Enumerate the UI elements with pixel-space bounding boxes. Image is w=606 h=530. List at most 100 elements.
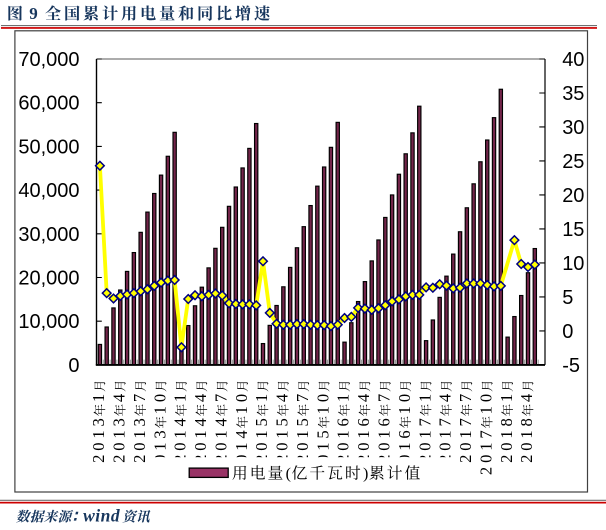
svg-text:1: 1 (334, 430, 353, 438)
svg-text:7: 7 (436, 418, 455, 426)
svg-text:7: 7 (211, 394, 230, 402)
svg-text:4: 4 (171, 417, 190, 426)
svg-text:7: 7 (415, 418, 434, 426)
svg-text:10: 10 (562, 253, 584, 275)
svg-text:3: 3 (130, 418, 149, 426)
svg-text:1: 1 (89, 394, 108, 402)
svg-text:5: 5 (252, 418, 271, 426)
svg-text:0: 0 (354, 442, 373, 450)
svg-text:30,000: 30,000 (18, 224, 79, 246)
svg-text:0: 0 (436, 442, 455, 450)
svg-text:6: 6 (395, 430, 414, 438)
svg-text:4: 4 (191, 417, 210, 426)
svg-text:9: 9 (29, 4, 38, 23)
svg-text:7: 7 (375, 394, 394, 402)
svg-text:1: 1 (436, 430, 455, 438)
svg-text:1: 1 (415, 430, 434, 438)
svg-text:7: 7 (293, 394, 312, 402)
svg-text:0: 0 (456, 442, 475, 450)
svg-text:8: 8 (497, 418, 516, 426)
svg-text:1: 1 (191, 430, 210, 438)
svg-text:): ) (363, 466, 368, 483)
svg-text:6: 6 (334, 418, 353, 426)
svg-text:70,000: 70,000 (18, 49, 79, 71)
svg-text:20: 20 (562, 185, 584, 207)
svg-text:2: 2 (517, 455, 536, 463)
svg-text:1: 1 (456, 430, 475, 438)
svg-text:4: 4 (517, 393, 536, 402)
svg-text:7: 7 (456, 418, 475, 426)
svg-text:1: 1 (150, 442, 169, 450)
svg-text:0: 0 (130, 442, 149, 450)
svg-text:1: 1 (476, 406, 495, 414)
svg-text:5: 5 (562, 287, 573, 309)
svg-text:-5: -5 (562, 355, 580, 377)
svg-text:0: 0 (211, 442, 230, 450)
svg-text:4: 4 (109, 393, 128, 402)
svg-text:2: 2 (109, 455, 128, 463)
svg-text:1: 1 (252, 430, 271, 438)
svg-text:0: 0 (334, 442, 353, 450)
svg-text:0: 0 (497, 442, 516, 450)
svg-text:40,000: 40,000 (18, 180, 79, 202)
svg-text:1: 1 (497, 430, 516, 438)
svg-text:3: 3 (89, 418, 108, 426)
svg-text:7: 7 (476, 430, 495, 438)
svg-text:0: 0 (273, 442, 292, 450)
svg-text:0: 0 (252, 442, 271, 450)
svg-text:40: 40 (562, 49, 584, 71)
svg-text:1: 1 (211, 430, 230, 438)
svg-text:4: 4 (232, 430, 251, 439)
svg-text:4: 4 (211, 417, 230, 426)
svg-text:5: 5 (273, 418, 292, 426)
svg-text:1: 1 (293, 430, 312, 438)
svg-text:0: 0 (89, 442, 108, 450)
svg-text:(: ( (286, 466, 291, 483)
svg-text:15: 15 (562, 219, 584, 241)
svg-text:0: 0 (150, 394, 169, 402)
svg-text:0: 0 (476, 394, 495, 402)
svg-text:0: 0 (375, 442, 394, 450)
svg-text:1: 1 (232, 406, 251, 414)
svg-text:30: 30 (562, 117, 584, 139)
svg-text:1: 1 (313, 442, 332, 450)
svg-text:0: 0 (232, 394, 251, 402)
svg-text:1: 1 (517, 430, 536, 438)
svg-text:0: 0 (68, 355, 79, 377)
svg-text:2: 2 (476, 467, 495, 475)
svg-text:1: 1 (273, 430, 292, 438)
svg-text:7: 7 (456, 394, 475, 402)
svg-text:0: 0 (517, 442, 536, 450)
svg-text:3: 3 (109, 418, 128, 426)
svg-text:7: 7 (130, 394, 149, 402)
svg-text:2: 2 (130, 455, 149, 463)
svg-text:8: 8 (517, 418, 536, 426)
svg-text:4: 4 (436, 393, 455, 402)
svg-text:3: 3 (150, 430, 169, 438)
svg-text:1: 1 (171, 394, 190, 402)
svg-text:1: 1 (354, 430, 373, 438)
svg-text:1: 1 (232, 442, 251, 450)
svg-text:0: 0 (415, 442, 434, 450)
svg-text:1: 1 (252, 394, 271, 402)
svg-text:10,000: 10,000 (18, 311, 79, 333)
svg-text:35: 35 (562, 83, 584, 105)
svg-text:60,000: 60,000 (18, 93, 79, 115)
svg-text:1: 1 (334, 394, 353, 402)
svg-text:0: 0 (191, 442, 210, 450)
svg-text:2: 2 (89, 455, 108, 463)
svg-text:5: 5 (313, 430, 332, 438)
svg-text:25: 25 (562, 151, 584, 173)
svg-text:0: 0 (109, 442, 128, 450)
svg-text:1: 1 (395, 442, 414, 450)
svg-text:0: 0 (293, 442, 312, 450)
svg-text:1: 1 (313, 406, 332, 414)
svg-text:1: 1 (109, 430, 128, 438)
svg-text:1: 1 (130, 430, 149, 438)
svg-text:wind: wind (83, 505, 120, 525)
svg-text:4: 4 (191, 393, 210, 402)
svg-text:1: 1 (415, 394, 434, 402)
svg-text:1: 1 (150, 406, 169, 414)
svg-text:20,000: 20,000 (18, 268, 79, 290)
svg-text:0: 0 (171, 442, 190, 450)
